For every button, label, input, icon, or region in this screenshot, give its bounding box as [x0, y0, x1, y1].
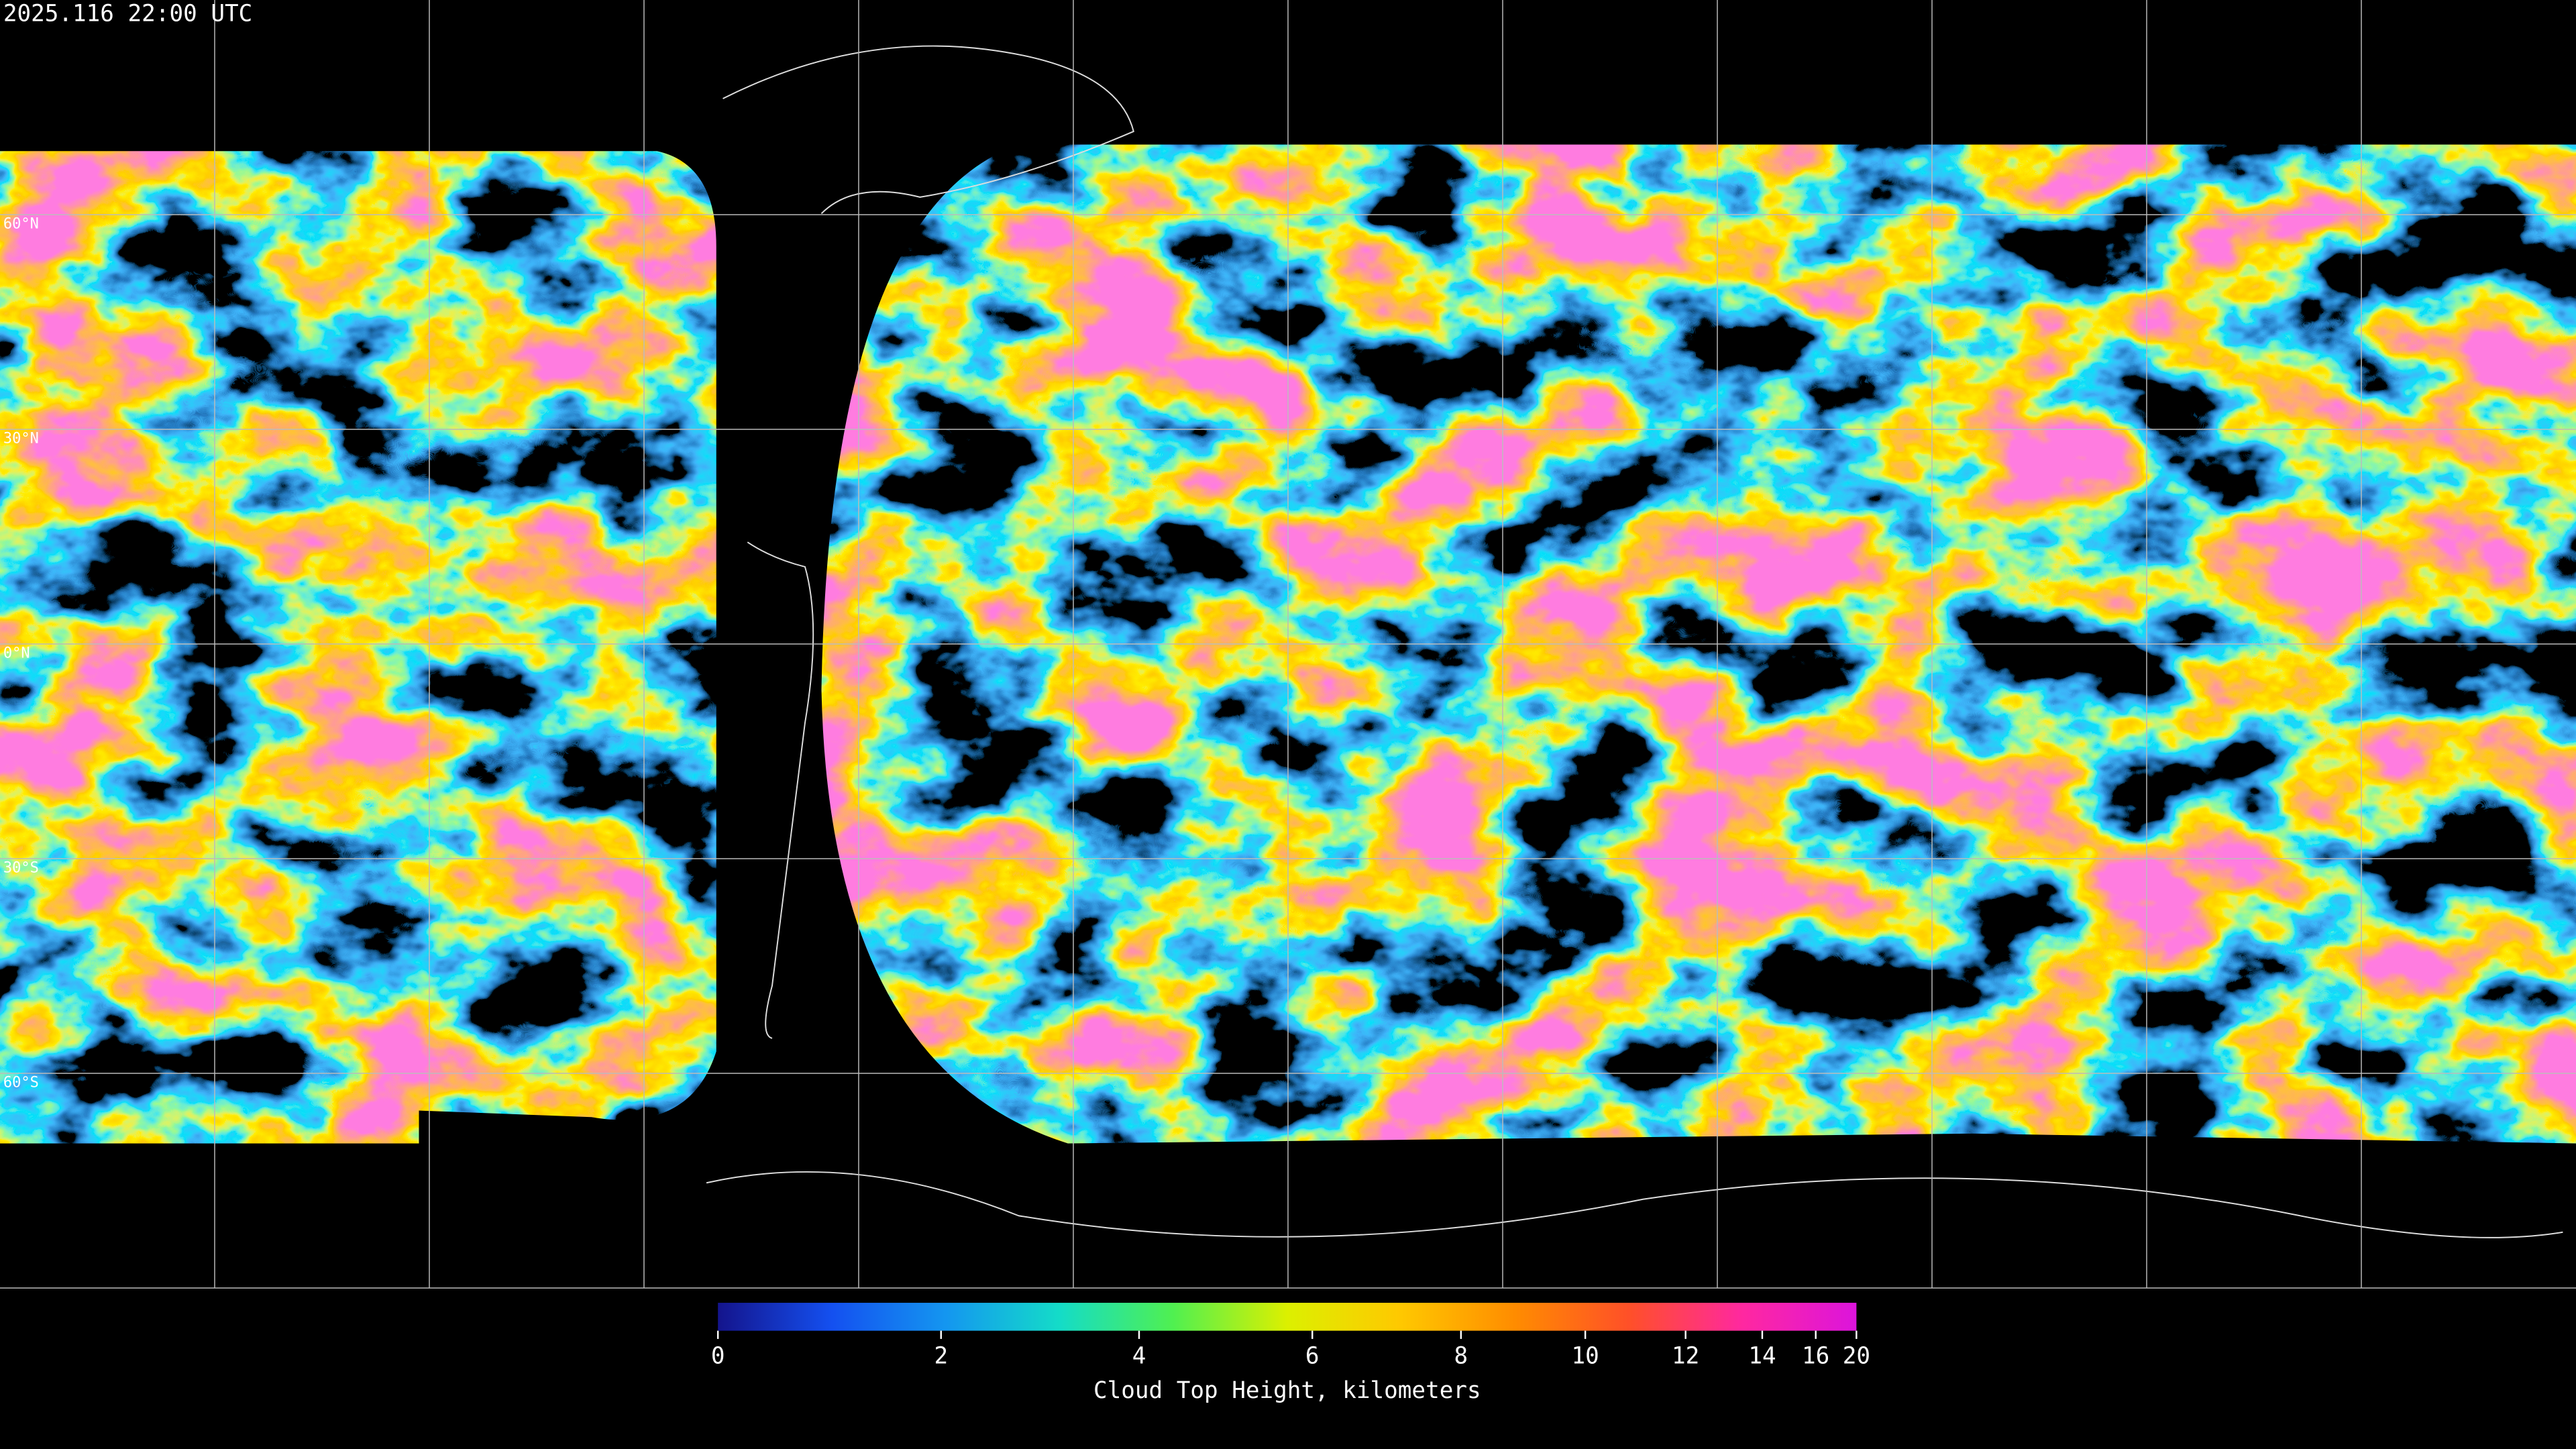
colorbar-tick-label: 12	[1672, 1342, 1699, 1369]
latitude-label: 0°N	[3, 645, 30, 662]
colorbar-tick-label: 6	[1305, 1342, 1320, 1369]
timestamp: 2025.116 22:00 UTC	[3, 1, 252, 28]
latitude-label: 30°N	[3, 431, 39, 447]
colorbar-tick-label: 0	[711, 1342, 725, 1369]
colorbar-tick-label: 10	[1572, 1342, 1599, 1369]
latitude-label: 60°S	[3, 1075, 39, 1091]
colorbar-tick-label: 4	[1132, 1342, 1146, 1369]
colorbar-tick-label: 8	[1454, 1342, 1468, 1369]
colorbar-title: Cloud Top Height, kilometers	[1093, 1377, 1481, 1404]
colorbar	[718, 1303, 1857, 1331]
coastlines	[706, 45, 2563, 1238]
colorbar-tick-label: 20	[1843, 1342, 1870, 1369]
colorbar-tick-label: 2	[934, 1342, 948, 1369]
colorbar-tick-label: 16	[1802, 1342, 1829, 1369]
coastline	[706, 1171, 2563, 1238]
coastline	[747, 541, 814, 1039]
latitude-label: 30°S	[3, 860, 39, 877]
graticule: 60°N 30°N 0°N 30°S 60°S	[0, 0, 2576, 1289]
latitude-label: 60°N	[3, 216, 39, 233]
colorbar-tick-label: 14	[1748, 1342, 1776, 1369]
coastline	[722, 45, 1134, 215]
